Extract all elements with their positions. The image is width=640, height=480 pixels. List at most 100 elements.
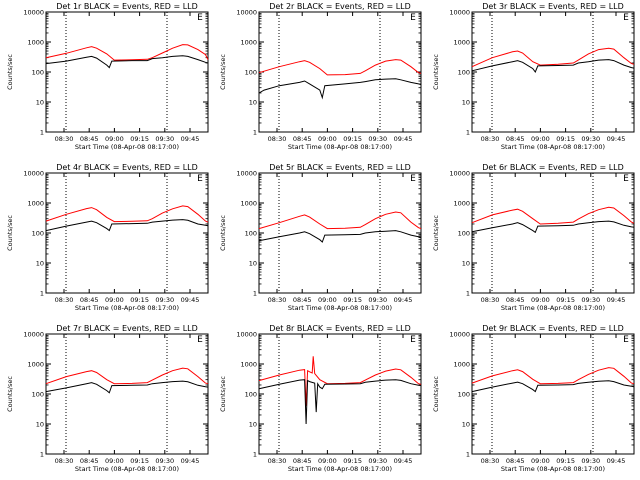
flag-label: E <box>410 335 416 345</box>
y-axis-label: Counts/sec <box>6 376 14 412</box>
y-tick-label: 1000 <box>453 361 470 369</box>
y-tick-label: 10 <box>36 421 44 429</box>
y-tick-label: 1 <box>40 451 44 459</box>
y-tick-label: 1 <box>40 290 44 298</box>
x-tick-label: 09:00 <box>531 457 550 465</box>
x-tick-label: 09:45 <box>181 296 200 304</box>
lld-series-line <box>258 59 422 76</box>
y-tick-label: 10000 <box>23 170 44 178</box>
panel-title: Det 7r BLACK = Events, RED = LLD <box>56 324 198 333</box>
y-tick-label: 100 <box>245 69 257 77</box>
events-series-line <box>471 59 635 74</box>
y-tick-label: 100 <box>458 69 470 77</box>
plot-frame <box>471 11 635 133</box>
x-axis-label: Start Time (08-Apr-08 08:17:00) <box>75 304 179 312</box>
plot-frame <box>45 333 209 455</box>
plot-frame <box>258 172 422 294</box>
y-tick-label: 1 <box>466 290 470 298</box>
y-tick-label: 1000 <box>240 361 257 369</box>
x-tick-label: 09:45 <box>181 457 200 465</box>
y-tick-label: 100 <box>32 230 44 238</box>
panel-title: Det 5r BLACK = Events, RED = LLD <box>269 163 411 172</box>
x-tick-label: 08:30 <box>55 135 74 143</box>
y-tick-label: 10000 <box>236 9 257 17</box>
x-tick-label: 09:30 <box>155 135 174 143</box>
x-tick-label: 08:45 <box>506 457 525 465</box>
x-tick-label: 09:00 <box>318 135 337 143</box>
x-tick-label: 09:00 <box>318 296 337 304</box>
events-series-line <box>45 55 209 69</box>
events-series-line <box>258 78 422 100</box>
y-tick-label: 1000 <box>453 200 470 208</box>
panel-det-5r: Det 5r BLACK = Events, RED = LLD 1 10 100 10… <box>219 163 422 312</box>
panel-title: Det 3r BLACK = Events, RED = LLD <box>482 2 624 11</box>
y-tick-label: 10000 <box>23 331 44 339</box>
panel-title: Det 6r BLACK = Events, RED = LLD <box>482 163 624 172</box>
events-series-line <box>471 380 635 393</box>
x-tick-label: 08:45 <box>293 135 312 143</box>
y-tick-label: 10 <box>36 99 44 107</box>
y-tick-label: 1 <box>40 129 44 137</box>
x-tick-label: 09:45 <box>394 135 413 143</box>
lld-series-line <box>471 206 635 225</box>
x-tick-label: 09:30 <box>368 457 387 465</box>
x-tick-label: 09:00 <box>105 135 124 143</box>
flag-label: E <box>410 13 416 23</box>
x-tick-label: 08:30 <box>268 135 287 143</box>
panel-det-1r: Det 1r BLACK = Events, RED = LLD 1 10 100 10… <box>6 2 209 151</box>
x-axis-label: Start Time (08-Apr-08 08:17:00) <box>501 465 605 473</box>
x-tick-label: 09:45 <box>181 135 200 143</box>
lld-series-line <box>471 367 635 385</box>
flag-label: E <box>623 335 629 345</box>
x-tick-label: 09:15 <box>343 135 362 143</box>
panel-title: Det 9r BLACK = Events, RED = LLD <box>482 324 624 333</box>
x-tick-label: 09:30 <box>155 457 174 465</box>
x-axis-label: Start Time (08-Apr-08 08:17:00) <box>75 465 179 473</box>
panel-det-7r: Det 7r BLACK = Events, RED = LLD 1 10 100 10… <box>6 324 209 473</box>
y-axis-label: Counts/sec <box>219 376 227 412</box>
panel-det-8r: Det 8r BLACK = Events, RED = LLD 1 10 100 10… <box>219 324 422 473</box>
x-tick-label: 09:15 <box>556 135 575 143</box>
y-tick-label: 10000 <box>236 331 257 339</box>
x-tick-label: 08:30 <box>55 296 74 304</box>
y-tick-label: 10000 <box>23 9 44 17</box>
x-tick-label: 08:30 <box>481 135 500 143</box>
events-series-line <box>258 230 422 243</box>
y-tick-label: 10 <box>249 99 257 107</box>
x-tick-label: 09:45 <box>607 135 626 143</box>
x-tick-label: 09:45 <box>607 296 626 304</box>
x-tick-label: 09:30 <box>581 296 600 304</box>
x-tick-label: 08:45 <box>293 457 312 465</box>
y-tick-label: 1 <box>466 451 470 459</box>
y-tick-label: 10000 <box>449 170 470 178</box>
panel-det-9r: Det 9r BLACK = Events, RED = LLD 1 10 100 10… <box>432 324 635 473</box>
y-axis-label: Counts/sec <box>432 215 440 251</box>
flag-label: E <box>623 13 629 23</box>
x-tick-label: 09:45 <box>607 457 626 465</box>
x-tick-label: 09:30 <box>581 135 600 143</box>
x-tick-label: 09:00 <box>531 296 550 304</box>
x-tick-label: 08:30 <box>268 296 287 304</box>
x-axis-label: Start Time (08-Apr-08 08:17:00) <box>288 143 392 151</box>
x-axis-label: Start Time (08-Apr-08 08:17:00) <box>501 304 605 312</box>
x-axis-label: Start Time (08-Apr-08 08:17:00) <box>288 465 392 473</box>
panel-title: Det 4r BLACK = Events, RED = LLD <box>56 163 198 172</box>
panel-det-3r: Det 3r BLACK = Events, RED = LLD 1 10 100 10… <box>432 2 635 151</box>
plot-frame <box>471 172 635 294</box>
x-tick-label: 08:30 <box>481 457 500 465</box>
y-tick-label: 1000 <box>27 361 44 369</box>
y-tick-label: 100 <box>245 391 257 399</box>
x-axis-label: Start Time (08-Apr-08 08:17:00) <box>501 143 605 151</box>
y-tick-label: 1 <box>253 451 257 459</box>
x-tick-label: 09:30 <box>368 296 387 304</box>
x-tick-label: 08:45 <box>506 135 525 143</box>
y-tick-label: 10 <box>249 260 257 268</box>
plot-frame <box>258 11 422 133</box>
x-tick-label: 09:30 <box>581 457 600 465</box>
x-tick-label: 08:45 <box>506 296 525 304</box>
x-tick-label: 09:00 <box>531 135 550 143</box>
y-tick-label: 100 <box>32 391 44 399</box>
panel-det-4r: Det 4r BLACK = Events, RED = LLD 1 10 100 10… <box>6 163 209 312</box>
events-series-line <box>45 219 209 232</box>
